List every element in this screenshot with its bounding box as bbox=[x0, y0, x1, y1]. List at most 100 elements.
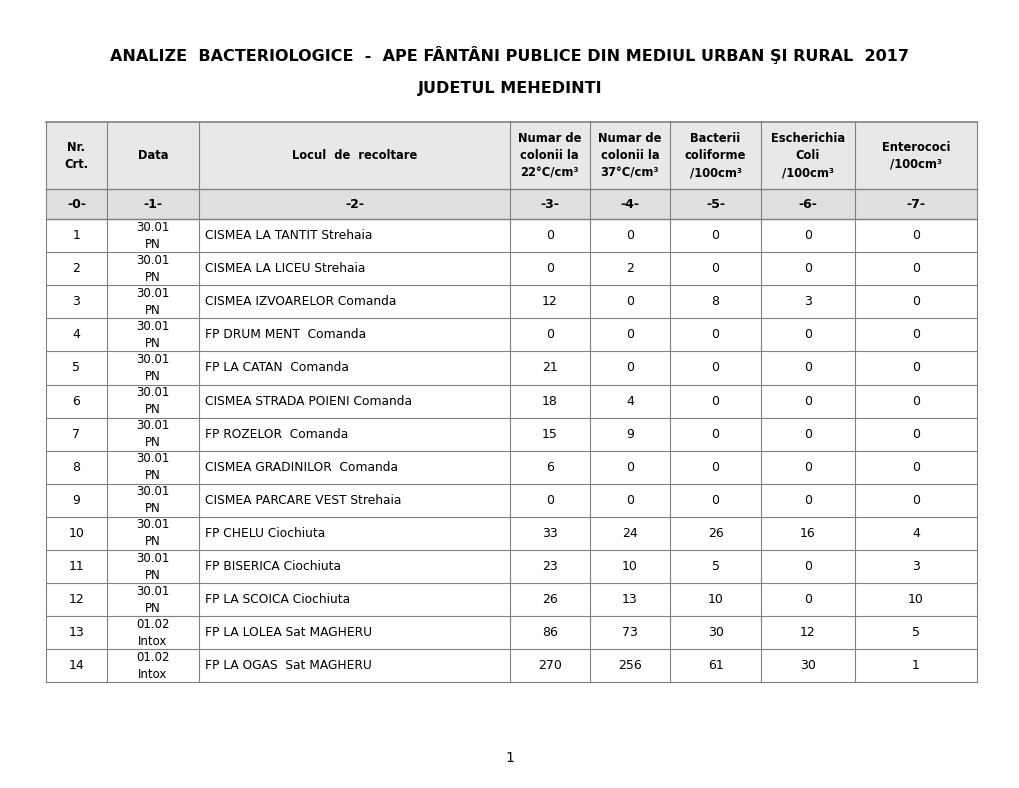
Text: FP LA SCOICA Ciochiuta: FP LA SCOICA Ciochiuta bbox=[205, 593, 350, 606]
Text: 0: 0 bbox=[711, 494, 718, 507]
Text: JUDETUL MEHEDINTI: JUDETUL MEHEDINTI bbox=[417, 80, 602, 96]
Text: FP CHELU Ciochiuta: FP CHELU Ciochiuta bbox=[205, 527, 325, 540]
Text: 0: 0 bbox=[711, 329, 718, 341]
Text: 0: 0 bbox=[911, 229, 919, 242]
Text: 0: 0 bbox=[911, 494, 919, 507]
Text: CISMEA PARCARE VEST Strehaia: CISMEA PARCARE VEST Strehaia bbox=[205, 494, 401, 507]
Text: Nr.
Crt.: Nr. Crt. bbox=[64, 140, 89, 171]
Text: 30.01
PN: 30.01 PN bbox=[137, 519, 169, 548]
Text: Locul  de  recoltare: Locul de recoltare bbox=[291, 149, 417, 162]
Text: 1: 1 bbox=[911, 660, 919, 672]
Text: 0: 0 bbox=[911, 461, 919, 474]
Text: 4: 4 bbox=[72, 329, 81, 341]
Text: 0: 0 bbox=[711, 461, 718, 474]
Text: 0: 0 bbox=[626, 362, 633, 374]
Text: 30.01
PN: 30.01 PN bbox=[137, 419, 169, 449]
Text: 2: 2 bbox=[72, 262, 81, 275]
Text: 0: 0 bbox=[803, 362, 811, 374]
Text: 30.01
PN: 30.01 PN bbox=[137, 485, 169, 515]
Text: -0-: -0- bbox=[67, 198, 86, 210]
Text: 10: 10 bbox=[68, 527, 85, 540]
Text: 30.01
PN: 30.01 PN bbox=[137, 452, 169, 482]
Text: 30.01
PN: 30.01 PN bbox=[137, 585, 169, 615]
Text: 0: 0 bbox=[626, 296, 633, 308]
Text: 0: 0 bbox=[626, 494, 633, 507]
Text: 0: 0 bbox=[911, 395, 919, 407]
Text: 1: 1 bbox=[505, 751, 514, 765]
Text: 0: 0 bbox=[711, 395, 718, 407]
Text: 61: 61 bbox=[707, 660, 722, 672]
Text: -4-: -4- bbox=[620, 198, 639, 210]
Text: 10: 10 bbox=[622, 560, 637, 573]
Text: ANALIZE  BACTERIOLOGICE  -  APE FÂNTÂNI PUBLICE DIN MEDIUL URBAN ŞI RURAL  2017: ANALIZE BACTERIOLOGICE - APE FÂNTÂNI PUB… bbox=[110, 46, 909, 64]
Text: 7: 7 bbox=[72, 428, 81, 440]
Text: 0: 0 bbox=[803, 229, 811, 242]
Text: 0: 0 bbox=[803, 494, 811, 507]
Text: 256: 256 bbox=[618, 660, 641, 672]
Text: 0: 0 bbox=[711, 428, 718, 440]
Text: -1-: -1- bbox=[144, 198, 162, 210]
Text: 9: 9 bbox=[72, 494, 81, 507]
Text: FP DRUM MENT  Comanda: FP DRUM MENT Comanda bbox=[205, 329, 366, 341]
Text: 5: 5 bbox=[72, 362, 81, 374]
Text: 73: 73 bbox=[622, 626, 637, 639]
Text: CISMEA LA TANTIT Strehaia: CISMEA LA TANTIT Strehaia bbox=[205, 229, 372, 242]
Text: 0: 0 bbox=[626, 461, 633, 474]
Text: Bacterii
coliforme
/100cm³: Bacterii coliforme /100cm³ bbox=[684, 132, 746, 179]
Text: 86: 86 bbox=[541, 626, 557, 639]
Text: 12: 12 bbox=[541, 296, 557, 308]
Text: 0: 0 bbox=[545, 262, 553, 275]
Text: 0: 0 bbox=[803, 560, 811, 573]
Text: 0: 0 bbox=[711, 362, 718, 374]
Text: 270: 270 bbox=[537, 660, 561, 672]
Text: 0: 0 bbox=[911, 329, 919, 341]
Text: 3: 3 bbox=[803, 296, 811, 308]
Text: 13: 13 bbox=[68, 626, 85, 639]
Text: Enterococi
/100cm³: Enterococi /100cm³ bbox=[880, 140, 950, 171]
Text: 0: 0 bbox=[626, 329, 633, 341]
Text: 0: 0 bbox=[911, 262, 919, 275]
Text: 4: 4 bbox=[626, 395, 633, 407]
Text: 0: 0 bbox=[803, 593, 811, 606]
Text: 0: 0 bbox=[545, 329, 553, 341]
Text: 10: 10 bbox=[907, 593, 923, 606]
Text: 6: 6 bbox=[545, 461, 553, 474]
Text: CISMEA LA LICEU Strehaia: CISMEA LA LICEU Strehaia bbox=[205, 262, 365, 275]
Text: -5-: -5- bbox=[705, 198, 725, 210]
Text: 0: 0 bbox=[711, 262, 718, 275]
Text: 30.01
PN: 30.01 PN bbox=[137, 320, 169, 350]
Text: 3: 3 bbox=[911, 560, 919, 573]
Text: CISMEA GRADINILOR  Comanda: CISMEA GRADINILOR Comanda bbox=[205, 461, 397, 474]
Text: 0: 0 bbox=[711, 229, 718, 242]
Text: 0: 0 bbox=[911, 296, 919, 308]
Text: 9: 9 bbox=[626, 428, 633, 440]
Text: 3: 3 bbox=[72, 296, 81, 308]
Text: 30.01
PN: 30.01 PN bbox=[137, 353, 169, 383]
Text: 23: 23 bbox=[541, 560, 557, 573]
Text: CISMEA IZVOARELOR Comanda: CISMEA IZVOARELOR Comanda bbox=[205, 296, 396, 308]
Text: 15: 15 bbox=[541, 428, 557, 440]
Text: 1: 1 bbox=[72, 229, 81, 242]
Text: 30.01
PN: 30.01 PN bbox=[137, 552, 169, 582]
Text: FP BISERICA Ciochiuta: FP BISERICA Ciochiuta bbox=[205, 560, 340, 573]
Text: 2: 2 bbox=[626, 262, 633, 275]
Text: 24: 24 bbox=[622, 527, 637, 540]
Text: 30.01
PN: 30.01 PN bbox=[137, 254, 169, 284]
Text: 8: 8 bbox=[72, 461, 81, 474]
Text: 26: 26 bbox=[707, 527, 722, 540]
Text: 8: 8 bbox=[711, 296, 718, 308]
Text: 0: 0 bbox=[911, 362, 919, 374]
Text: 30.01
PN: 30.01 PN bbox=[137, 221, 169, 251]
Text: 0: 0 bbox=[545, 229, 553, 242]
Text: Numar de
colonii la
22°C/cm³: Numar de colonii la 22°C/cm³ bbox=[518, 132, 581, 179]
Text: 01.02
Intox: 01.02 Intox bbox=[137, 618, 169, 648]
Text: 13: 13 bbox=[622, 593, 637, 606]
Text: 0: 0 bbox=[626, 229, 633, 242]
Text: Data: Data bbox=[138, 149, 168, 162]
Text: 33: 33 bbox=[541, 527, 557, 540]
Text: 30: 30 bbox=[799, 660, 815, 672]
Text: 26: 26 bbox=[541, 593, 557, 606]
Text: 01.02
Intox: 01.02 Intox bbox=[137, 651, 169, 681]
Text: 12: 12 bbox=[799, 626, 815, 639]
Text: FP ROZELOR  Comanda: FP ROZELOR Comanda bbox=[205, 428, 347, 440]
